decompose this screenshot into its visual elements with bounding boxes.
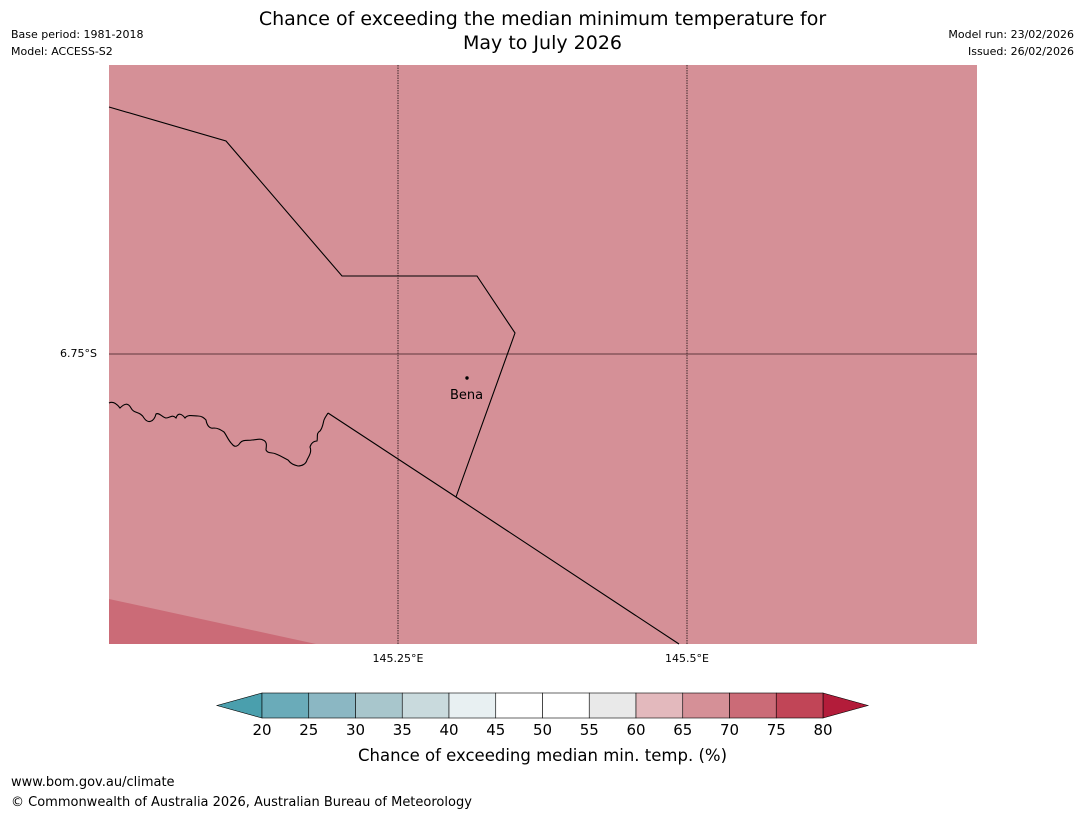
colorbar-segment bbox=[588, 692, 637, 719]
province-border-southeast bbox=[327, 412, 680, 645]
base-period-text: Base period: 1981-2018 bbox=[11, 28, 144, 41]
place-label-bena: Bena bbox=[450, 388, 484, 403]
province-border bbox=[108, 106, 516, 498]
colorbar-tick-label: 65 bbox=[673, 721, 692, 739]
colorbar-tick-label: 55 bbox=[580, 721, 599, 739]
footer-url[interactable]: www.bom.gov.au/climate bbox=[11, 775, 175, 790]
colorbar-tick-label: 25 bbox=[299, 721, 318, 739]
issued-text: Issued: 26/02/2026 bbox=[967, 45, 1074, 58]
colorbar-segment bbox=[635, 692, 684, 719]
colorbar-tick-label: 20 bbox=[252, 721, 271, 739]
longitude-label-145-25: 145.25°E bbox=[372, 652, 424, 665]
metadata-left: Base period: 1981-2018 Model: ACCESS-S2 bbox=[11, 26, 143, 60]
colorbar-tick-label: 70 bbox=[720, 721, 739, 739]
map-title: Chance of exceeding the median minimum t… bbox=[0, 7, 1085, 55]
title-line-1: Chance of exceeding the median minimum t… bbox=[258, 8, 827, 30]
colorbar-segment bbox=[542, 692, 590, 719]
colorbar-tick-label: 60 bbox=[626, 721, 645, 739]
colorbar-tick-label: 35 bbox=[393, 721, 412, 739]
colorbar-segment bbox=[775, 692, 824, 719]
longitude-label-145-5: 145.5°E bbox=[665, 652, 709, 665]
colorbar-segment bbox=[355, 692, 403, 719]
colorbar-segment bbox=[729, 692, 777, 719]
colorbar-segment bbox=[261, 692, 310, 719]
river-boundary bbox=[108, 401, 329, 467]
metadata-right: Model run: 23/02/2026 Issued: 26/02/2026 bbox=[948, 26, 1074, 60]
colorbar-tick-label: 40 bbox=[439, 721, 458, 739]
model-text: Model: ACCESS-S2 bbox=[11, 45, 113, 58]
colorbar-extend-low bbox=[215, 692, 263, 719]
colorbar-segment bbox=[682, 692, 730, 719]
model-run-text: Model run: 23/02/2026 bbox=[948, 28, 1074, 41]
colorbar-tick-label: 30 bbox=[346, 721, 365, 739]
colorbar-segment bbox=[401, 692, 450, 719]
colorbar-title: Chance of exceeding median min. temp. (%… bbox=[357, 746, 728, 765]
colorbar-segment bbox=[495, 692, 543, 719]
colorbar-tick-label: 75 bbox=[767, 721, 786, 739]
colorbar: 20 25 30 35 40 45 50 55 60 65 70 75 80 bbox=[215, 692, 870, 739]
latitude-label: 6.75°S bbox=[60, 347, 97, 360]
colorbar-extend-high bbox=[822, 692, 870, 719]
title-line-2: May to July 2026 bbox=[463, 32, 622, 54]
footer-copyright: © Commonwealth of Australia 2026, Austra… bbox=[11, 795, 472, 810]
colorbar-segment bbox=[308, 692, 356, 719]
colorbar-tick-label: 80 bbox=[813, 721, 832, 739]
map-panel bbox=[109, 65, 977, 644]
colorbar-tick-label: 45 bbox=[486, 721, 505, 739]
bena-location-marker bbox=[465, 376, 469, 380]
colorbar-tick-label: 50 bbox=[533, 721, 552, 739]
colorbar-segment bbox=[448, 692, 497, 719]
higher-probability-region bbox=[109, 599, 316, 644]
